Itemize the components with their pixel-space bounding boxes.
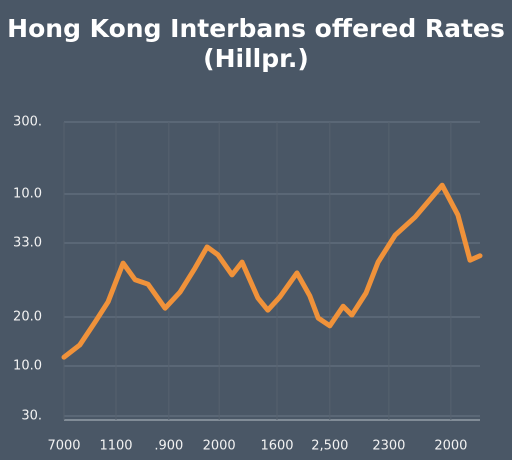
x-tick-label: 1100 (99, 439, 132, 454)
x-tick-label: 2000 (434, 439, 467, 454)
chart-title: Hong Kong Interbans offered Rates (7, 14, 505, 43)
x-tick-label: 1600 (260, 439, 293, 454)
x-tick-label: 7000 (47, 439, 80, 454)
x-tick-label: 2,500 (311, 439, 348, 454)
x-tick-label: 2300 (372, 439, 405, 454)
y-tick-label: 20.0 (13, 310, 42, 325)
chart-subtitle: (Hillpr.) (203, 44, 309, 73)
y-tick-label: 300. (13, 115, 42, 130)
y-tick-label: 10.0 (13, 359, 42, 374)
y-tick-label: 30. (21, 409, 42, 424)
y-tick-label: 33.0 (13, 236, 42, 251)
y-tick-label: 10.0 (13, 187, 42, 202)
x-tick-label: .900 (154, 439, 183, 454)
data-line (61, 182, 483, 360)
x-tick-label: 2000 (203, 439, 236, 454)
